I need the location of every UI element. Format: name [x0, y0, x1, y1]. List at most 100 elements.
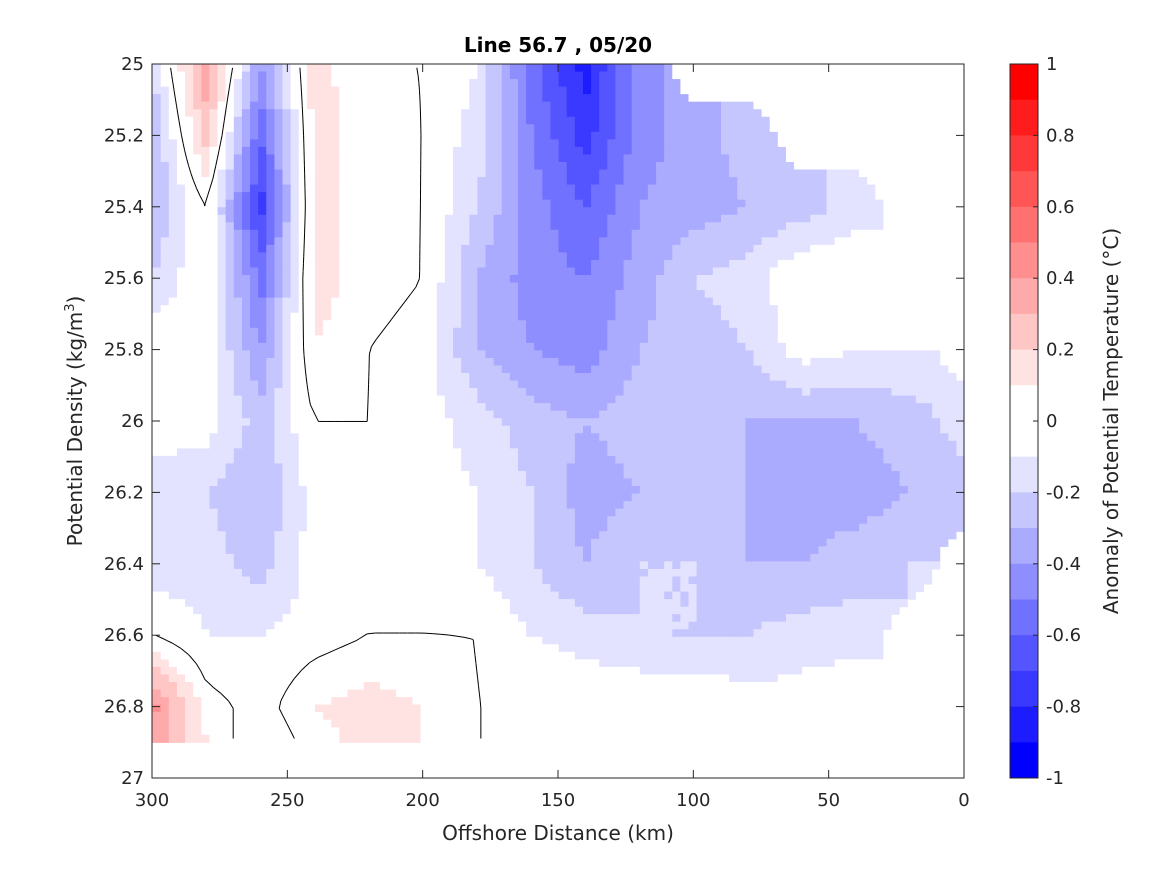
contour-cell	[590, 260, 599, 268]
contour-cell	[891, 396, 900, 404]
contour-cell	[607, 298, 616, 306]
contour-cell	[461, 177, 470, 185]
contour-cell	[785, 463, 794, 471]
contour-cell	[793, 403, 802, 411]
contour-cell	[599, 373, 608, 381]
contour-cell	[802, 456, 811, 464]
contour-cell	[631, 109, 640, 117]
contour-cell	[209, 328, 218, 336]
contour-cell	[168, 185, 177, 193]
contour-cell	[355, 147, 364, 155]
contour-cell	[672, 403, 681, 411]
contour-cell	[152, 94, 161, 102]
contour-cell	[574, 463, 583, 471]
contour-cell	[542, 260, 551, 268]
contour-cell	[867, 230, 876, 238]
contour-cell	[404, 448, 413, 456]
contour-cell	[436, 358, 445, 366]
contour-cell	[607, 463, 616, 471]
contour-cell	[631, 222, 640, 230]
contour-cell	[501, 411, 510, 419]
contour-cell	[282, 245, 291, 253]
contour-cell	[647, 237, 656, 245]
contour-cell	[818, 320, 827, 328]
contour-cell	[396, 267, 405, 275]
contour-cell	[526, 267, 535, 275]
contour-cell	[444, 207, 453, 215]
contour-cell	[834, 305, 843, 313]
contour-cell	[875, 441, 884, 449]
contour-cell	[582, 305, 591, 313]
contour-cell	[225, 185, 234, 193]
contour-cell	[566, 403, 575, 411]
contour-cell	[225, 147, 234, 155]
contour-cell	[331, 343, 340, 351]
contour-cell	[826, 185, 835, 193]
contour-cell	[258, 471, 267, 479]
contour-cell	[152, 411, 161, 419]
contour-cell	[249, 313, 258, 321]
contour-cell	[314, 64, 323, 72]
contour-cell	[737, 162, 746, 170]
contour-cell	[249, 162, 258, 170]
contour-cell	[444, 343, 453, 351]
contour-cell	[396, 177, 405, 185]
contour-cell	[599, 471, 608, 479]
contour-cell	[396, 479, 405, 487]
contour-cell	[639, 388, 648, 396]
contour-cell	[436, 373, 445, 381]
contour-cell	[282, 283, 291, 291]
contour-cell	[582, 124, 591, 132]
contour-cell	[672, 124, 681, 132]
contour-cell	[883, 403, 892, 411]
contour-cell	[517, 267, 526, 275]
contour-cell	[826, 275, 835, 283]
contour-cell	[314, 328, 323, 336]
contour-cell	[428, 433, 437, 441]
contour-cell	[217, 275, 226, 283]
contour-cell	[436, 343, 445, 351]
contour-cell	[420, 320, 429, 328]
contour-cell	[331, 275, 340, 283]
contour-cell	[826, 200, 835, 208]
contour-cell	[517, 252, 526, 260]
contour-cell	[485, 87, 494, 95]
contour-cell	[607, 411, 616, 419]
contour-cell	[339, 192, 348, 200]
contour-cell	[907, 426, 916, 434]
contour-cell	[696, 222, 705, 230]
contour-cell	[647, 290, 656, 298]
contour-cell	[607, 403, 616, 411]
contour-cell	[152, 139, 161, 147]
contour-cell	[379, 79, 388, 87]
contour-cell	[607, 343, 616, 351]
contour-cell	[647, 388, 656, 396]
contour-cell	[290, 381, 299, 389]
contour-cell	[818, 260, 827, 268]
contour-cell	[566, 87, 575, 95]
contour-cell	[355, 222, 364, 230]
contour-cell	[664, 162, 673, 170]
contour-cell	[420, 396, 429, 404]
contour-cell	[891, 320, 900, 328]
contour-cell	[241, 79, 250, 87]
contour-cell	[444, 388, 453, 396]
contour-cell	[404, 245, 413, 253]
contour-cell	[777, 441, 786, 449]
contour-cell	[680, 448, 689, 456]
contour-cell	[672, 117, 681, 125]
contour-cell	[274, 185, 283, 193]
contour-cell	[387, 441, 396, 449]
contour-cell	[534, 102, 543, 110]
contour-cell	[420, 192, 429, 200]
contour-cell	[290, 154, 299, 162]
contour-cell	[339, 147, 348, 155]
contour-cell	[542, 298, 551, 306]
contour-cell	[615, 313, 624, 321]
contour-cell	[420, 433, 429, 441]
contour-cell	[948, 433, 957, 441]
contour-cell	[534, 320, 543, 328]
contour-cell	[501, 267, 510, 275]
contour-cell	[282, 260, 291, 268]
contour-cell	[875, 388, 884, 396]
